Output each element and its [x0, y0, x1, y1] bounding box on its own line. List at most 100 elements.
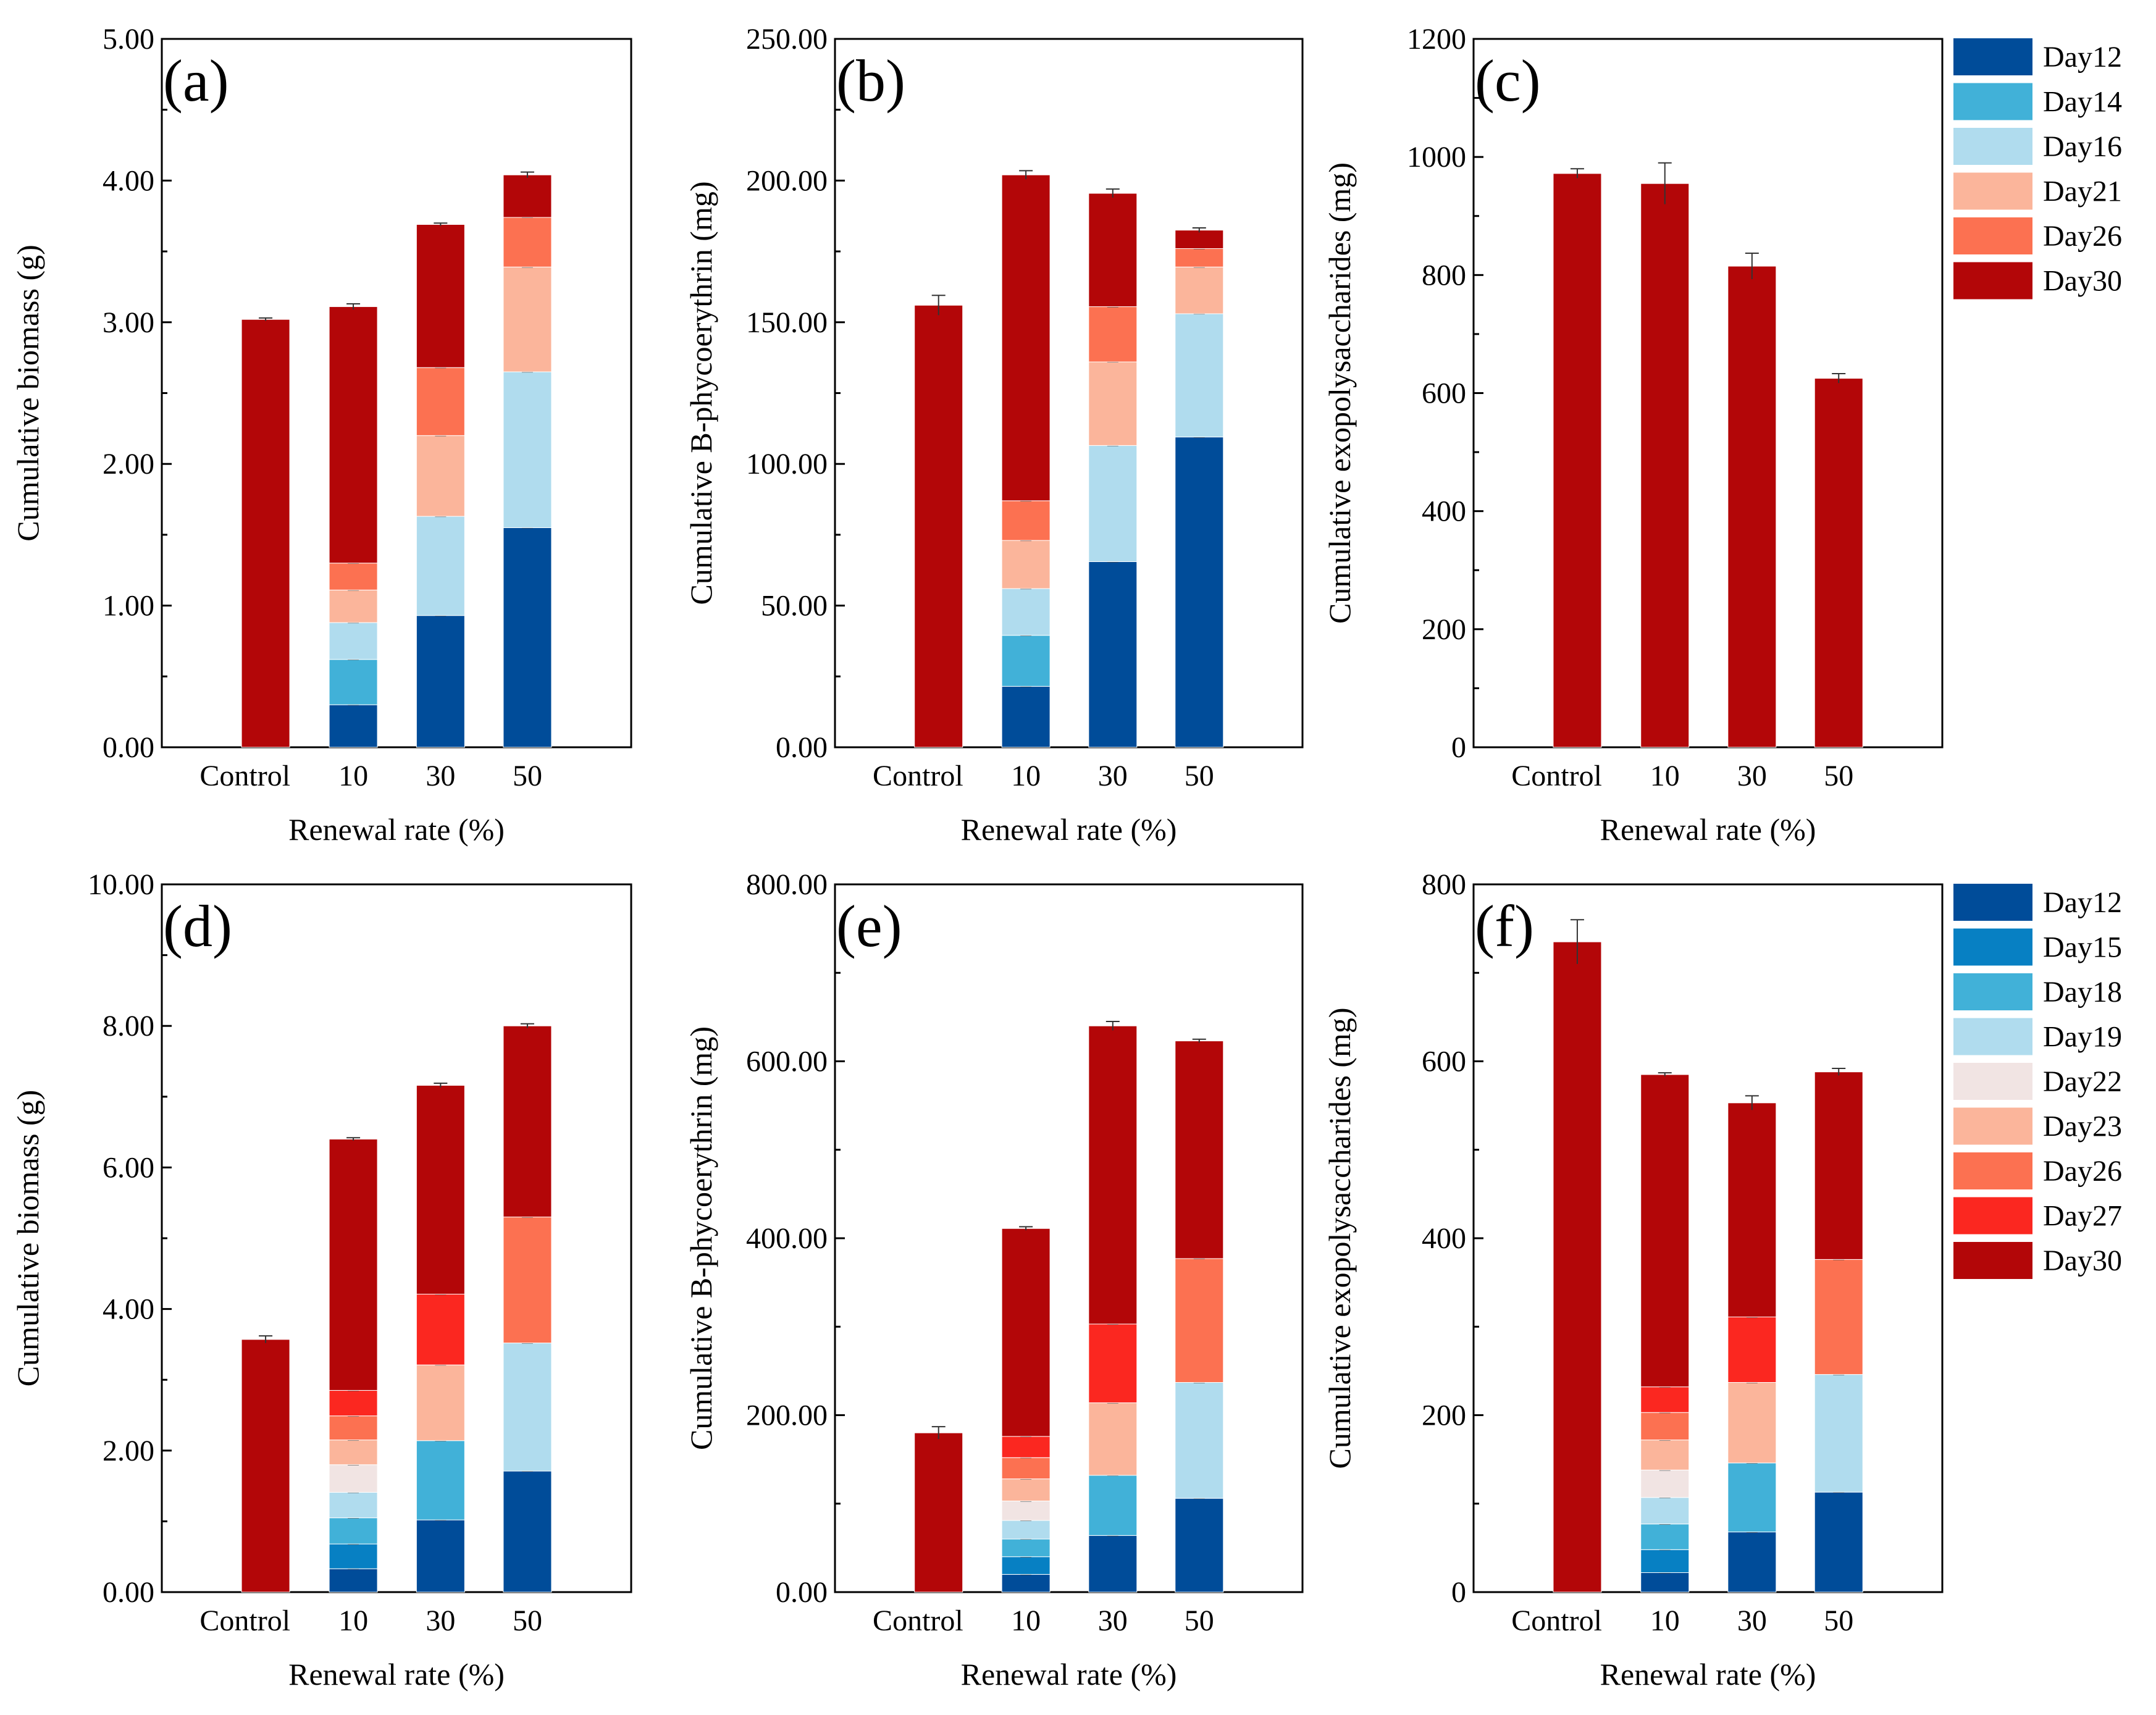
bar-segment-day30: [416, 224, 465, 368]
x-axis-title: Renewal rate (%): [961, 812, 1177, 847]
bar-segment-day16: [1175, 313, 1224, 438]
bar-segment-day18: [1640, 1524, 1690, 1550]
bar-segment-day30: [1640, 1074, 1690, 1388]
bar-segment-day30: [914, 304, 963, 748]
y-tick-label: 50.00: [761, 590, 828, 623]
bar-segment-day19: [1814, 1374, 1863, 1493]
chart-panel-c: 0 200 400 600 800 1000 1200 Control 10 30 50Renewa…: [1322, 23, 1944, 847]
x-tick-label: 30: [1098, 1604, 1128, 1637]
x-tick-label: 30: [1737, 1604, 1767, 1637]
bar-segment-day30: [1814, 1071, 1863, 1260]
x-tick-label: 30: [426, 1604, 455, 1637]
y-tick-label: 200.00: [746, 1399, 828, 1432]
bar-segment-day18: [329, 1517, 378, 1545]
legend-label: Day26: [2043, 220, 2122, 253]
x-axis-title: Renewal rate (%): [288, 1657, 505, 1692]
panel-label: (e): [836, 893, 902, 959]
bar-segment-day21: [1175, 266, 1224, 314]
x-tick-label: 50: [513, 1604, 542, 1637]
bar-segment-day12: [416, 1519, 465, 1593]
legend-label: Day30: [2043, 1244, 2122, 1277]
y-axis-title: Cumulative exopolysaccharides (mg): [1322, 162, 1357, 624]
legend-label: Day23: [2043, 1110, 2122, 1143]
x-axis-title: Renewal rate (%): [961, 1657, 1177, 1692]
bar-segment-day12: [503, 527, 552, 748]
bar-segment-day30: [416, 1084, 465, 1295]
bar-segment-day23: [1001, 1478, 1051, 1501]
y-tick-label: 400: [1422, 1222, 1466, 1255]
y-tick-label: 200: [1422, 613, 1466, 646]
bar-segment-day27: [1001, 1436, 1051, 1458]
legend-swatch-day15: [1953, 928, 2032, 966]
bar-segment-day12: [1640, 1572, 1690, 1593]
plot-frame: [161, 38, 632, 748]
bar-segment-day26: [1001, 500, 1051, 541]
bar-segment-day21: [503, 266, 552, 372]
bar-segment-day30: [1640, 183, 1690, 748]
bar-segment-day23: [416, 1364, 465, 1441]
bar-segment-day12: [1088, 561, 1138, 748]
bar-segment-day26: [1001, 1457, 1051, 1480]
bar-segment-day16: [1001, 588, 1051, 636]
y-tick-label: 600: [1422, 1046, 1466, 1078]
legend-label: Day12: [2043, 41, 2122, 73]
y-tick-label: 1200: [1407, 23, 1466, 56]
bar-segment-day26: [329, 563, 378, 590]
bar-segment-day12: [1814, 1491, 1863, 1593]
x-tick-label: 50: [1185, 1604, 1214, 1637]
bar-segment-day19: [503, 1343, 552, 1472]
bar-segment-day18: [1088, 1475, 1138, 1536]
legend-label: Day30: [2043, 265, 2122, 298]
x-tick-label: 10: [338, 760, 368, 792]
y-tick-label: 800: [1422, 868, 1466, 901]
bar-segment-day27: [1640, 1386, 1690, 1413]
x-tick-label: 50: [513, 760, 542, 792]
bar-segment-day18: [416, 1440, 465, 1520]
bar-segment-day22: [1640, 1469, 1690, 1498]
plot-frame: [1472, 38, 1944, 748]
bar-segment-day19: [1001, 1520, 1051, 1540]
y-tick-label: 2.00: [103, 448, 154, 480]
bar-segment-day12: [503, 1470, 552, 1593]
bar-segment-day19: [329, 1491, 378, 1519]
legend-swatch-day12: [1953, 38, 2032, 75]
x-tick-label: Control: [199, 1604, 290, 1637]
legend-label: Day22: [2043, 1065, 2122, 1098]
plot-frame: [1472, 883, 1944, 1593]
y-tick-label: 0.00: [103, 731, 154, 764]
bar-segment-day27: [416, 1294, 465, 1365]
legend-swatch-day18: [1953, 973, 2032, 1010]
bar-segment-day30: [1001, 1228, 1051, 1437]
bar-segment-day23: [329, 1440, 378, 1466]
legend-label: Day16: [2043, 130, 2122, 163]
bar-segment-day30: [1553, 941, 1602, 1593]
bar-segment-day26: [1175, 248, 1224, 267]
y-axis-title: Cumulative biomass (g): [10, 1090, 45, 1387]
bar-segment-day14: [1001, 635, 1051, 687]
x-tick-label: Control: [873, 760, 963, 792]
bar-segment-day19: [1175, 1382, 1224, 1499]
bar-segment-day12: [1001, 1574, 1051, 1593]
bar-segment-day30: [1727, 1102, 1777, 1317]
y-axis-title: Cumulative exopolysaccharides (mg): [1322, 1008, 1357, 1469]
bar-segment-day30: [1727, 266, 1777, 748]
chart-panel-e: 0.00 200.00 400.00 600.00 800.00 Control 10 30 5…: [684, 868, 1304, 1692]
bar-segment-day14: [329, 659, 378, 705]
y-tick-label: 400.00: [746, 1222, 828, 1255]
legend-label: Day26: [2043, 1155, 2122, 1188]
y-tick-label: 0.00: [776, 1576, 828, 1609]
bar-segment-day16: [503, 371, 552, 528]
legend-top: Day12 Day14 Day16 Day21 Day26 Day30: [1953, 38, 2122, 300]
y-tick-label: 1000: [1407, 141, 1466, 174]
bar-segment-day27: [1088, 1323, 1138, 1403]
y-axis-title: Cumulative B-phycoerythrin (mg): [684, 182, 718, 605]
chart-panel-b: 0.00 50.00 100.00 150.00 200.00 250.00 Control…: [684, 23, 1304, 847]
bar-segment-day30: [1553, 173, 1602, 748]
legend-label: Day19: [2043, 1021, 2122, 1054]
y-tick-label: 200: [1422, 1399, 1466, 1432]
bar-segment-day30: [329, 1139, 378, 1391]
bar-segment-day18: [1001, 1538, 1051, 1558]
x-tick-label: 50: [1185, 760, 1214, 792]
